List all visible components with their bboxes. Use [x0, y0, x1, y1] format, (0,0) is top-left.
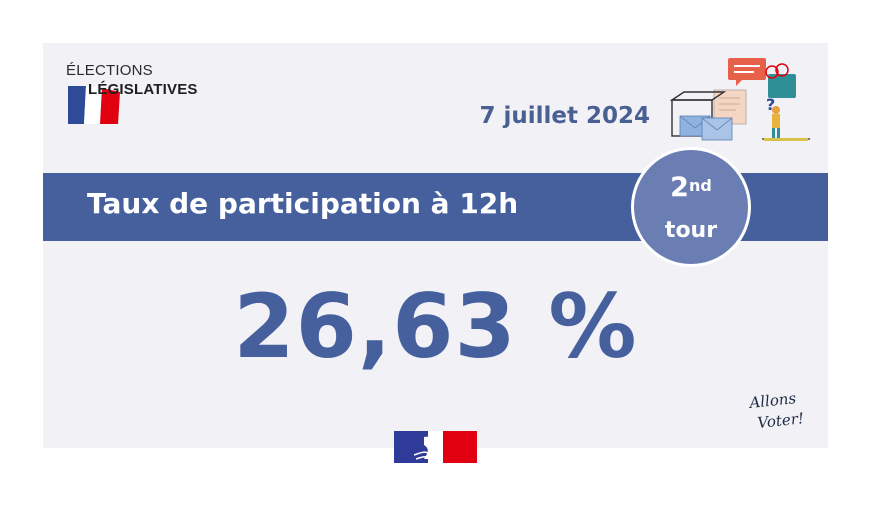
round-number: 2nd: [634, 172, 748, 204]
election-date: 7 juillet 2024: [479, 103, 650, 129]
allons-voter-signature: Allons Voter!: [747, 389, 805, 432]
svg-text:Allons: Allons: [747, 389, 798, 412]
banner-title: Taux de participation à 12h: [87, 187, 519, 220]
participation-rate: 26,63 %: [233, 275, 638, 378]
round-word: tour: [664, 218, 718, 243]
elections-logo: ÉLECTIONS LÉGISLATIVES: [66, 62, 236, 132]
svg-text:Voter!: Voter!: [757, 409, 805, 432]
svg-text:?: ?: [766, 95, 775, 114]
french-flag-icon: [68, 86, 120, 124]
round-number-digit: 2: [670, 172, 689, 203]
round-badge: 2nd tour: [631, 147, 751, 267]
marianne-logo: [394, 431, 477, 463]
logo-line-elections: ÉLECTIONS: [66, 62, 153, 79]
ballot-box-illustration: ?: [669, 58, 810, 141]
logo-line-legislatives: LÉGISLATIVES: [88, 81, 198, 98]
round-number-suffix: nd: [688, 176, 712, 195]
